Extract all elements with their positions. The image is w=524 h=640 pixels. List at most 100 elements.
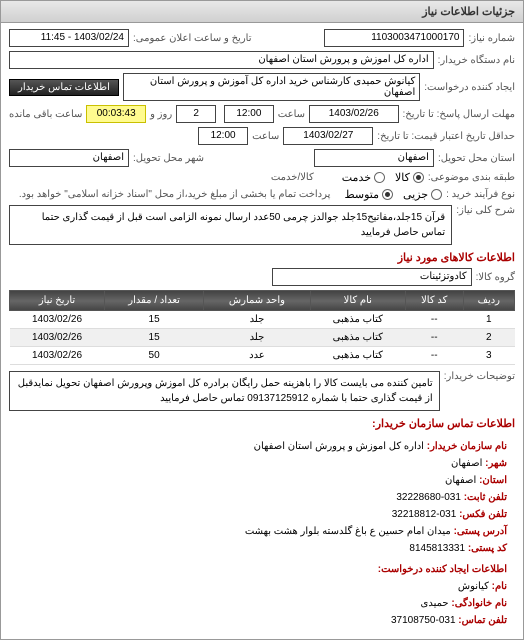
creator-title: اطلاعات ایجاد کننده درخواست:	[17, 561, 507, 578]
table-cell: 15	[104, 329, 203, 347]
commodity-opt-0-label: کالا	[395, 171, 410, 184]
radio-icon	[413, 172, 424, 183]
deadline-time-label: ساعت	[278, 109, 305, 120]
col-3: واحد شمارش	[204, 291, 310, 311]
requester-field: کیانوش حمیدی کارشناس خرید اداره کل آموزش…	[123, 73, 420, 101]
contact-button[interactable]: اطلاعات تماس خریدار	[9, 79, 119, 96]
req-no-label: شماره نیاز:	[468, 33, 515, 44]
c-fname: کیانوش	[458, 581, 489, 592]
table-row[interactable]: 3--کتاب مذهبیعدد501403/02/26	[10, 347, 515, 365]
goods-group-label: گروه کالا:	[476, 272, 515, 283]
table-cell: عدد	[204, 347, 310, 365]
days-label: روز و	[150, 109, 172, 120]
radio-icon	[374, 172, 385, 183]
goods-section-title: اطلاعات کالاهای مورد نیاز	[9, 251, 515, 264]
table-cell: 2	[463, 329, 514, 347]
remain-label: ساعت باقی مانده	[9, 109, 82, 120]
validity-label: حداقل تاریخ اعتبار قیمت: تا تاریخ:	[377, 131, 515, 142]
table-cell: 50	[104, 347, 203, 365]
table-row[interactable]: 1--کتاب مذهبیجلد151403/02/26	[10, 311, 515, 329]
col-2: نام کالا	[310, 291, 405, 311]
table-cell: 1403/02/26	[10, 347, 105, 365]
panel-title: جزئیات اطلاعات نیاز	[1, 1, 523, 23]
table-cell: 1403/02/26	[10, 311, 105, 329]
col-1: کد کالا	[405, 291, 463, 311]
table-cell: 15	[104, 311, 203, 329]
table-cell: کتاب مذهبی	[310, 311, 405, 329]
table-cell: --	[405, 311, 463, 329]
commodity-group-label: طبقه بندی موضوعی:	[428, 172, 515, 183]
buyer-note-box: تامین کننده می بایست کالا را باهزینه حمل…	[9, 371, 440, 411]
c-fax: 031-32218812	[392, 509, 457, 520]
need-desc-box: قرآن 15جلد،مفاتیح15جلد جوالدز چرمی 50عدد…	[9, 205, 452, 245]
supply-opt-0[interactable]: جزیی	[403, 188, 442, 201]
c-address-label: آدرس پستی:	[454, 526, 507, 537]
table-cell: کتاب مذهبی	[310, 329, 405, 347]
supply-note: پرداخت تمام یا بخشی از مبلغ خرید،از محل …	[19, 189, 331, 200]
table-cell: 1	[463, 311, 514, 329]
c-post-label: کد پستی:	[468, 543, 507, 554]
c-province-label: استان:	[479, 475, 507, 486]
c-address: میدان امام حسین ع باغ گلدسته بلوار هشت ب…	[245, 526, 451, 537]
announce-label: تاریخ و ساعت اعلان عمومی:	[133, 33, 252, 44]
table-cell: کتاب مذهبی	[310, 347, 405, 365]
countdown-field: 00:03:43	[86, 105, 146, 123]
contact-block: نام سازمان خریدار: اداره کل اموزش و پرور…	[9, 434, 515, 633]
delivery-state: اصفهان	[314, 149, 434, 167]
c-org: اداره کل اموزش و پرورش استان اصفهان	[254, 441, 424, 452]
commodity-radio-group: کالا خدمت	[342, 171, 424, 184]
supply-radio-group: جزیی متوسط	[344, 188, 442, 201]
goods-group-field: کادوتزئینات	[272, 268, 472, 286]
c-post: 8145813331	[409, 543, 465, 554]
supply-opt-0-label: جزیی	[403, 188, 428, 201]
contact-section-title: اطلاعات تماس سازمان خریدار:	[9, 417, 515, 430]
deadline-send-date: 1403/02/26	[309, 105, 399, 123]
table-cell: جلد	[204, 311, 310, 329]
table-cell: 3	[463, 347, 514, 365]
commodity-opt-1-label: خدمت	[342, 171, 371, 184]
c-cphone-label: تلفن تماس:	[458, 615, 507, 626]
form-area: شماره نیاز: 1103003471000170 تاریخ و ساع…	[1, 23, 523, 639]
table-row[interactable]: 2--کتاب مذهبیجلد151403/02/26	[10, 329, 515, 347]
table-cell: 1403/02/26	[10, 329, 105, 347]
table-cell: --	[405, 347, 463, 365]
commodity-opt-0[interactable]: کالا	[395, 171, 424, 184]
main-panel: جزئیات اطلاعات نیاز شماره نیاز: 11030034…	[0, 0, 524, 640]
c-org-label: نام سازمان خریدار:	[427, 441, 507, 452]
supply-opt-1-label: متوسط	[344, 188, 379, 201]
req-no-field: 1103003471000170	[324, 29, 464, 47]
buyer-org-field: اداره کل اموزش و پرورش استان اصفهان	[9, 51, 434, 69]
goods-table: ردیف کد کالا نام کالا واحد شمارش تعداد /…	[9, 290, 515, 365]
radio-icon	[431, 189, 442, 200]
col-5: تاریخ نیاز	[10, 291, 105, 311]
table-cell: جلد	[204, 329, 310, 347]
commodity-opt-1[interactable]: خدمت	[342, 171, 385, 184]
need-desc-label: شرح کلی نیاز:	[456, 205, 515, 216]
validity-time: 12:00	[198, 127, 248, 145]
c-province: اصفهان	[445, 475, 476, 486]
deadline-send-time: 12:00	[224, 105, 274, 123]
supply-opt-1[interactable]: متوسط	[344, 188, 393, 201]
delivery-state-label: استان محل تحویل:	[438, 153, 515, 164]
c-fname-label: نام:	[492, 581, 507, 592]
c-city-label: شهر:	[485, 458, 507, 469]
table-header-row: ردیف کد کالا نام کالا واحد شمارش تعداد /…	[10, 291, 515, 311]
buyer-note-label: توضیحات خریدار:	[444, 371, 515, 382]
c-lname-label: نام خانوادگی:	[451, 598, 507, 609]
col-4: تعداد / مقدار	[104, 291, 203, 311]
commodity-opt-extra: کالا/خدمت	[271, 172, 314, 183]
col-0: ردیف	[463, 291, 514, 311]
requester-label: ایجاد کننده درخواست:	[424, 82, 515, 93]
c-city: اصفهان	[451, 458, 482, 469]
radio-icon	[382, 189, 393, 200]
delivery-city-label: شهر محل تحویل:	[133, 153, 204, 164]
c-phone-label: تلفن ثابت:	[464, 492, 507, 503]
days-remaining: 2	[176, 105, 216, 123]
c-cphone: 031-37108750	[391, 615, 456, 626]
supply-type-label: نوع فرآیند خرید :	[446, 189, 515, 200]
validity-date: 1403/02/27	[283, 127, 373, 145]
c-phone: 031-32228680	[396, 492, 461, 503]
announce-field: 1403/02/24 - 11:45	[9, 29, 129, 47]
validity-time-label: ساعت	[252, 131, 279, 142]
c-fax-label: تلفن فکس:	[459, 509, 507, 520]
